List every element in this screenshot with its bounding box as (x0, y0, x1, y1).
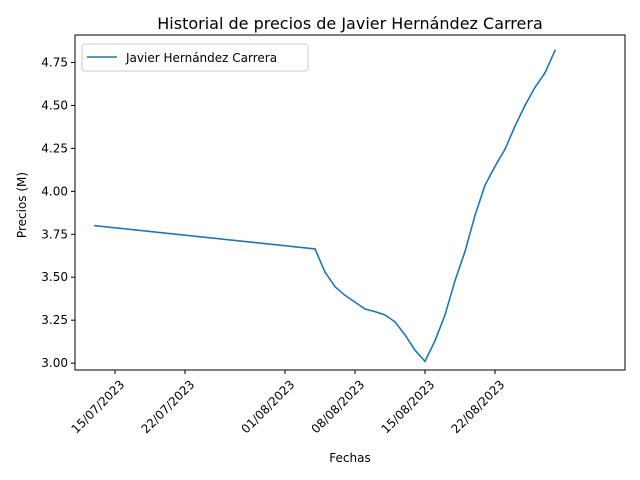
y-tick-label: 4.50 (41, 98, 68, 112)
data-point (554, 49, 556, 52)
y-axis-label: Precios (M) (15, 172, 29, 238)
plot-frame (74, 34, 626, 371)
plot-area: 3.00 3.25 3.50 3.75 4.00 4.25 4.50 4.75 15/07/2… (41, 34, 626, 436)
y-tick-label: 4.00 (41, 184, 68, 198)
x-axis-label: Fechas (329, 451, 370, 465)
data-point (374, 310, 376, 313)
x-tick-label: 15/08/2023 (379, 377, 438, 436)
x-tick-label: 08/08/2023 (309, 377, 368, 436)
data-point (394, 321, 396, 323)
legend: Javier Hernández Carrera (81, 43, 309, 72)
y-tick-label: 3.00 (41, 356, 68, 370)
data-point (384, 314, 386, 316)
data-point (424, 360, 426, 363)
y-tick-label: 4.75 (41, 55, 68, 69)
data-point (544, 71, 546, 74)
data-point (444, 314, 446, 316)
data-point (314, 248, 316, 250)
y-axis: 3.00 3.25 3.50 3.75 4.00 4.25 4.50 4.75 (41, 55, 75, 370)
x-axis: 15/07/2023 22/07/2023 01/08/2023 08/08/2023… (69, 370, 508, 436)
data-point (454, 279, 456, 282)
data-point (524, 104, 526, 107)
data-point (494, 165, 496, 168)
data-point (474, 214, 476, 217)
data-point (414, 349, 416, 352)
data-points (94, 49, 556, 363)
data-point (354, 301, 356, 303)
legend-label: Javier Hernández Carrera (125, 51, 277, 65)
data-point (484, 184, 486, 187)
data-point (404, 333, 406, 336)
data-point (334, 285, 336, 288)
data-point (534, 86, 536, 89)
x-tick-label: 22/08/2023 (449, 377, 508, 436)
data-point (324, 271, 326, 273)
y-tick-label: 3.75 (41, 227, 68, 241)
data-point (464, 250, 466, 253)
data-point (364, 308, 366, 310)
series-line (94, 49, 557, 363)
y-tick-label: 3.50 (41, 270, 68, 284)
chart-title: Historial de precios de Javier Hernández… (157, 14, 543, 33)
legend-box (81, 43, 309, 72)
x-tick-label: 22/07/2023 (139, 377, 198, 436)
data-point (94, 224, 96, 227)
y-tick-label: 3.25 (41, 313, 68, 327)
x-tick-label: 01/08/2023 (239, 377, 298, 436)
data-point (504, 148, 506, 151)
data-point (514, 125, 516, 127)
data-point (434, 339, 436, 342)
y-tick-label: 4.25 (41, 141, 68, 155)
x-tick-label: 15/07/2023 (69, 377, 128, 436)
data-point (344, 294, 346, 297)
